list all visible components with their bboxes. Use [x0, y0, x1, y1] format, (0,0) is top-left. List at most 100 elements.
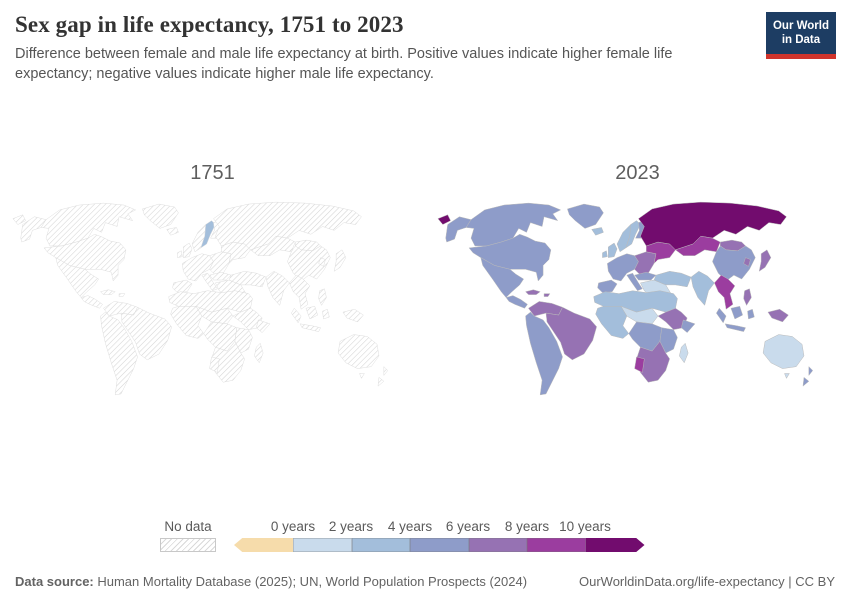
legend-bin-4-6[interactable] — [410, 538, 469, 552]
region-west-africa[interactable] — [169, 306, 204, 339]
legend-color-scale: 0 years 2 years 4 years 6 years 8 years … — [234, 519, 645, 552]
region-turkey[interactable] — [208, 272, 231, 281]
region-iran-afghanistan[interactable] — [653, 271, 691, 288]
owid-logo[interactable]: Our World in Data — [765, 12, 836, 59]
region-china[interactable] — [711, 245, 756, 282]
region-greenland[interactable] — [141, 203, 179, 229]
region-russia-chukotka[interactable] — [12, 214, 26, 225]
region-se-asia-mainland[interactable] — [288, 275, 310, 310]
region-uk-ireland[interactable] — [176, 242, 192, 258]
region-brazil[interactable] — [545, 307, 597, 361]
region-iceland[interactable] — [591, 227, 604, 236]
region-korea[interactable] — [742, 257, 751, 267]
region-korea[interactable] — [317, 257, 326, 267]
region-madagascar[interactable] — [678, 343, 688, 364]
region-tasmania[interactable] — [783, 373, 790, 379]
region-sweden[interactable] — [625, 220, 641, 249]
legend-tick-1: 2 years — [328, 519, 374, 534]
world-map-2023[interactable] — [436, 199, 840, 399]
region-italy[interactable] — [626, 273, 643, 292]
region-russia[interactable] — [637, 202, 787, 251]
region-australia[interactable] — [762, 334, 804, 369]
region-china[interactable] — [286, 245, 331, 282]
region-central-america[interactable] — [505, 295, 528, 309]
region-new-zealand[interactable] — [377, 366, 388, 387]
region-kazakhstan[interactable] — [674, 236, 721, 257]
region-iceland[interactable] — [166, 227, 179, 236]
region-southern-south-america[interactable] — [99, 312, 138, 396]
region-se-asia-mainland[interactable] — [713, 275, 735, 310]
legend-bin-0-2[interactable] — [293, 538, 352, 552]
credit-link[interactable]: OurWorldinData.org/life-expectancy | CC … — [578, 574, 835, 589]
region-madagascar[interactable] — [253, 343, 263, 364]
owid-logo-line1: Our World — [772, 20, 829, 32]
region-kazakhstan[interactable] — [249, 236, 296, 257]
region-eastern-europe[interactable] — [208, 251, 231, 276]
region-india[interactable] — [690, 271, 715, 306]
region-caribbean[interactable] — [524, 289, 550, 297]
region-horn-of-africa[interactable] — [255, 319, 270, 333]
legend-tick-4: 8 years — [504, 519, 550, 534]
chart-footer: Data source: Human Mortality Database (2… — [15, 574, 835, 589]
legend-color-bar — [234, 538, 645, 552]
region-philippines[interactable] — [742, 288, 752, 306]
legend-no-data-label: No data — [164, 519, 212, 534]
legend-bin-2-4[interactable] — [351, 538, 410, 552]
legend-bin-6-8[interactable] — [468, 538, 527, 552]
region-canada[interactable] — [40, 202, 136, 247]
owid-logo-line2: in Data — [781, 34, 821, 47]
map-panel-1751: 1751 — [0, 162, 425, 399]
region-indonesia[interactable] — [715, 306, 755, 332]
region-tasmania[interactable] — [358, 373, 365, 379]
region-mexico[interactable] — [55, 257, 99, 298]
region-uk-ireland[interactable] — [601, 242, 617, 258]
map-year-label-1751: 1751 — [190, 162, 235, 185]
region-japan[interactable] — [333, 249, 346, 272]
region-turkey[interactable] — [633, 272, 656, 281]
region-russia-chukotka[interactable] — [437, 214, 451, 225]
chart-header: Sex gap in life expectancy, 1751 to 2023… — [0, 0, 850, 84]
region-new-zealand[interactable] — [802, 366, 813, 387]
region-italy[interactable] — [201, 273, 218, 292]
region-colombia-venezuela[interactable] — [102, 301, 138, 317]
region-iberia[interactable] — [596, 279, 617, 294]
legend-tick-labels: 0 years 2 years 4 years 6 years 8 years … — [234, 519, 645, 535]
region-southern-south-america[interactable] — [524, 312, 563, 396]
region-caribbean[interactable] — [99, 289, 125, 297]
region-west-africa[interactable] — [594, 306, 629, 339]
region-sweden[interactable] — [200, 220, 216, 249]
region-sahel[interactable] — [195, 306, 233, 325]
region-horn-of-africa[interactable] — [680, 319, 695, 333]
legend-bin-lt0[interactable] — [234, 538, 293, 552]
region-iran-afghanistan[interactable] — [228, 271, 266, 288]
region-eastern-europe[interactable] — [633, 251, 656, 276]
region-namibia[interactable] — [633, 356, 645, 373]
region-india[interactable] — [265, 271, 290, 306]
region-iberia[interactable] — [171, 279, 192, 294]
legend-tick-2: 4 years — [387, 519, 433, 534]
legend-no-data: No data — [160, 519, 216, 552]
legend-bin-gt10[interactable] — [585, 538, 645, 552]
region-russia[interactable] — [212, 202, 362, 251]
region-central-america[interactable] — [80, 295, 103, 309]
region-japan[interactable] — [758, 249, 771, 272]
region-canada[interactable] — [465, 202, 561, 247]
legend-tick-5: 10 years — [559, 519, 611, 534]
region-australia[interactable] — [337, 334, 379, 369]
region-brazil[interactable] — [120, 307, 172, 361]
region-new-guinea[interactable] — [767, 309, 789, 323]
region-sahel[interactable] — [620, 306, 658, 325]
world-map-1751[interactable] — [11, 199, 415, 399]
legend-bin-8-10[interactable] — [527, 538, 586, 552]
map-panel-2023: 2023 — [425, 162, 850, 399]
region-mexico[interactable] — [480, 257, 524, 298]
region-greenland[interactable] — [566, 203, 604, 229]
data-source-label: Data source: — [15, 574, 94, 589]
region-indonesia[interactable] — [290, 306, 330, 332]
region-namibia[interactable] — [208, 356, 220, 373]
region-colombia-venezuela[interactable] — [527, 301, 563, 317]
region-philippines[interactable] — [317, 288, 327, 306]
region-new-guinea[interactable] — [342, 309, 364, 323]
legend-no-data-swatch[interactable] — [160, 538, 216, 552]
